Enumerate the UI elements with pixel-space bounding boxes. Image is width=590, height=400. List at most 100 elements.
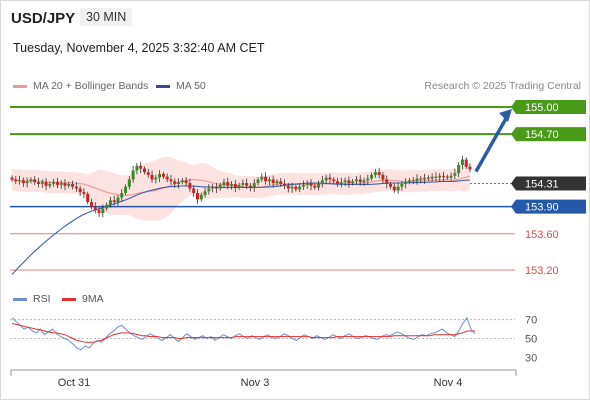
candle-body [233,183,237,188]
candle-body [445,176,449,178]
rsi-ma-line [11,323,475,343]
candle-body [139,165,143,169]
candle-body [354,179,358,182]
candle-body [252,183,256,188]
x-tick-label: Oct 31 [58,377,90,389]
candle-body [154,177,158,180]
candle-body [135,165,139,171]
level-label-box-153-90 [516,199,586,214]
candle-body [33,179,37,183]
candle-body [309,183,313,186]
candle-body [158,174,162,178]
legend-rsi-ma-label: 9MA [82,293,104,305]
candle-body [260,176,264,180]
candle-body [21,180,25,184]
candle-body [377,172,381,175]
level-label-pointer-154-31 [511,176,516,191]
candle-body [381,174,385,180]
candle-body [301,184,305,187]
candle-body [347,180,351,184]
candle-body [248,185,252,188]
level-label-pointer-154-70 [511,127,516,142]
candle-body [373,172,377,175]
interval-badge[interactable]: 30 MIN [80,8,133,26]
legend-bollinger-label: MA 20 + Bollinger Bands [33,80,149,92]
timestamp: Tuesday, November 4, 2025 3:32:40 AM CET [13,41,265,55]
ma50-swatch [156,84,170,88]
candle-body [366,178,370,181]
candle-body [218,184,222,189]
candle-body [438,175,442,178]
candle-body [271,179,275,184]
candle-body [392,186,396,191]
candle-body [336,181,340,184]
candle-body [207,188,211,192]
forecast-arrow-shaft [474,114,510,173]
level-label-box-154-70 [516,127,586,142]
rsi-tick-50: 50 [525,334,537,346]
candle-body [245,183,249,186]
legend-ma50-label: MA 50 [176,80,206,92]
candle-body [192,188,196,194]
candle-body [362,180,366,183]
candle-body [25,181,29,184]
candle-body [127,179,131,187]
candle-body [36,182,40,184]
level-label-153-60: 153.60 [525,229,559,241]
candle-body [419,178,423,180]
candle-body [177,182,181,184]
candle-body [385,179,389,184]
candle-body [180,180,184,183]
rsi-line [11,316,476,351]
candle-body [10,177,14,180]
candle-body [14,179,18,182]
candle-body [415,178,419,182]
candle-body [67,183,71,186]
candle-body [226,182,230,186]
candle-body [434,176,438,178]
candle-body [105,204,109,209]
candle-body [457,164,461,174]
rsi-tick-30: 30 [525,352,537,364]
legend-ma50: MA 50 [156,80,206,92]
candle-body [112,200,116,203]
candle-body [290,186,294,189]
rsi-tick-70: 70 [525,315,537,327]
candle-body [173,181,177,184]
candle-body [264,176,268,182]
candles [10,155,472,218]
candle-body [283,183,287,186]
candle-body [400,183,404,187]
candle-body [222,182,226,185]
level-label-pointer-153-90 [511,199,516,214]
candle-body [188,183,192,189]
candle-body [305,183,309,185]
instrument-title: USD/JPY [11,10,76,27]
candle-body [241,183,245,185]
candle-body [214,186,218,189]
candle-body [442,175,446,177]
candle-body [86,193,90,203]
research-credit: Research © 2025 Trading Central [424,80,581,92]
candle-body [468,166,472,170]
candle-body [211,186,215,189]
candle-body [74,186,78,189]
candle-body [464,159,468,167]
candle-body [313,185,317,188]
candle-body [449,175,453,178]
candle-body [97,210,101,213]
level-label-154-70: 154.70 [525,129,559,141]
candle-body [89,202,93,207]
level-label-153-90: 153.90 [525,202,559,214]
candle-body [411,180,415,182]
candle-body [286,185,290,189]
level-label-153-20: 153.20 [525,265,559,277]
bollinger-band [12,156,470,221]
candle-body [407,180,411,183]
candle-body [150,174,154,180]
candle-body [294,186,298,190]
candle-body [195,193,199,200]
candle-body [358,179,362,183]
candle-body [78,188,82,193]
